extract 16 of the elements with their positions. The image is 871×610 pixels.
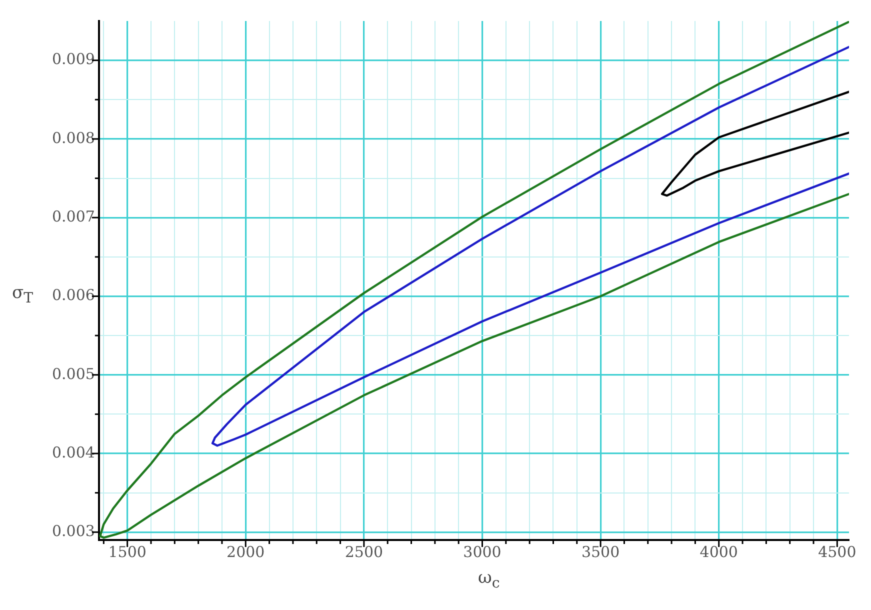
y-axis-title: σ$_{T}$	[12, 283, 34, 306]
x-tick-label: 2500	[344, 542, 384, 561]
y-tick-label: 0.009	[52, 50, 95, 68]
x-tick-label: 2000	[226, 542, 265, 561]
x-tick-label: 3500	[581, 542, 620, 561]
x-axis-title: ω$_{c}$	[478, 568, 500, 592]
x-tick-label: 3000	[463, 542, 502, 561]
y-tick-label: 0.005	[52, 364, 95, 383]
y-tick-label: 0.007	[52, 207, 95, 226]
x-tick-label: 4500	[818, 542, 856, 561]
y-tick-label: 0.004	[52, 443, 95, 462]
y-tick-label: 0.006	[52, 286, 95, 304]
x-tick-label: 1500	[108, 542, 146, 561]
x-tick-label: 4000	[700, 542, 738, 561]
y-tick-label: 0.008	[52, 128, 95, 147]
y-tick-label: 0.003	[52, 522, 95, 540]
